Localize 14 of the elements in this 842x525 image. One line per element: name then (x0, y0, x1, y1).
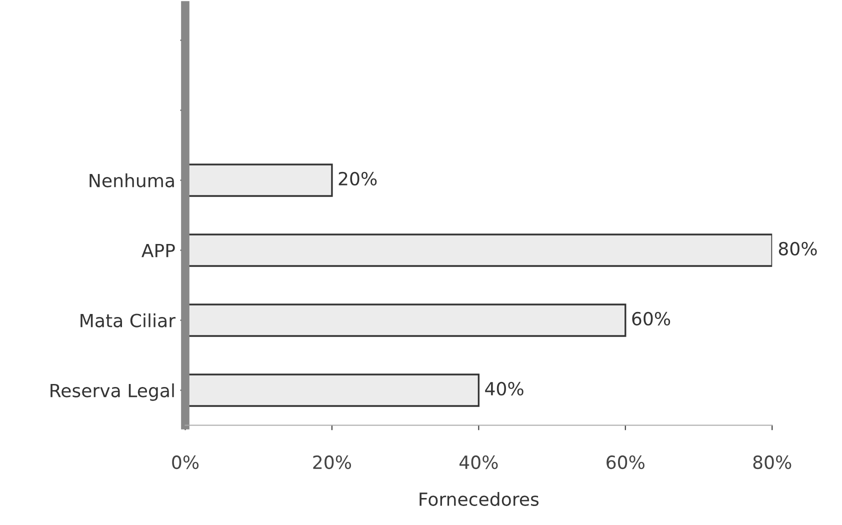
data-label: 80% (778, 242, 817, 256)
data-label: 40% (485, 382, 524, 396)
x-axis-title: Fornecedores (420, 492, 539, 506)
x-tick-label: 0% (172, 455, 199, 470)
data-label: 20% (338, 172, 377, 186)
x-tick-label: 80% (753, 455, 792, 470)
data-label: 60% (632, 312, 670, 326)
y-tick-label: Reserva Legal (50, 383, 174, 401)
x-tick-label: 60% (606, 455, 644, 470)
x-tick-label: 40% (459, 455, 498, 470)
y-tick-label: Mata Ciliar (80, 313, 176, 328)
y-tick-label: Nenhuma (90, 173, 174, 188)
y-tick-label: APP (142, 244, 175, 258)
x-tick-label: 20% (313, 455, 352, 470)
